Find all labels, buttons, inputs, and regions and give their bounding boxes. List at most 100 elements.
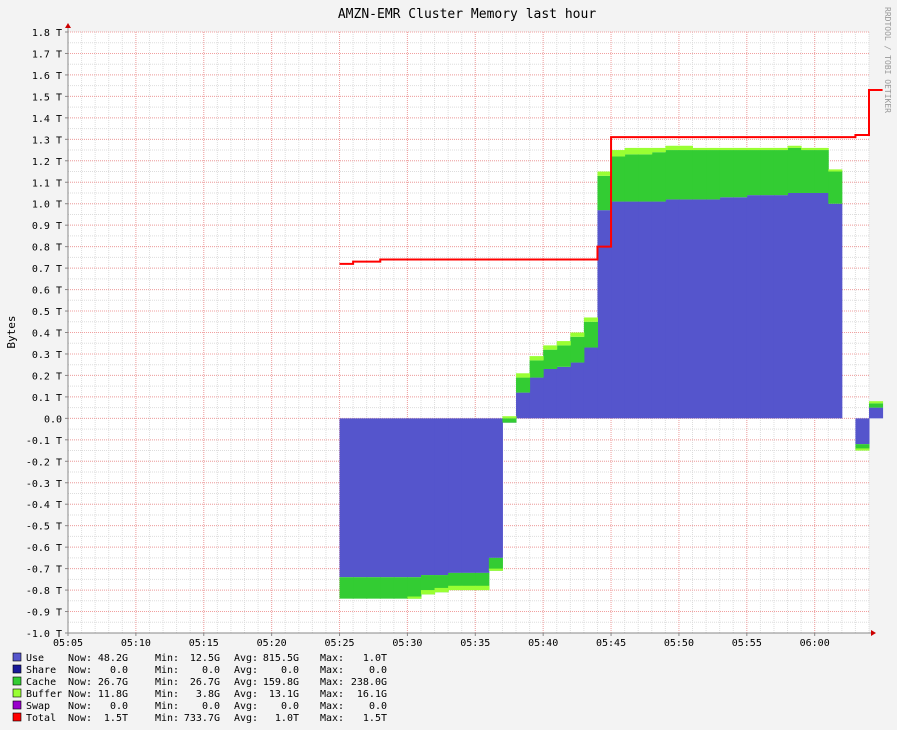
legend-now-label: Now:: [68, 665, 92, 676]
area-cache: [706, 150, 721, 200]
legend-min-value: 26.7G: [190, 677, 220, 688]
area-use: [733, 197, 748, 419]
area-cache: [814, 150, 829, 193]
x-tick-label: 05:50: [664, 638, 694, 649]
area-use: [760, 195, 775, 419]
y-tick-label: 0.6 T: [32, 286, 62, 297]
legend-now-value: 0.0: [110, 665, 128, 676]
x-tick-label: 05:40: [528, 638, 558, 649]
area-buffer: [434, 587, 449, 593]
x-tick-label: 05:55: [732, 638, 762, 649]
watermark: RRDTOOL / TOBI OETIKER: [883, 7, 892, 113]
legend-min-label: Min:: [155, 677, 179, 688]
area-cache: [556, 345, 571, 367]
legend-now-value: 26.7G: [98, 677, 128, 688]
area-use: [353, 418, 368, 578]
x-tick-label: 05:45: [596, 638, 626, 649]
area-buffer: [651, 147, 666, 153]
x-tick-label: 05:10: [121, 638, 151, 649]
area-cache: [611, 156, 626, 202]
area-use: [434, 418, 449, 576]
series-areas: [339, 145, 884, 599]
legend-avg-label: Avg:: [234, 713, 258, 724]
area-cache: [678, 150, 694, 200]
area-cache: [407, 577, 422, 599]
area-cache: [516, 377, 531, 393]
area-use: [461, 418, 476, 573]
legend-min-label: Min:: [155, 713, 179, 724]
x-tick-label: 05:35: [460, 638, 490, 649]
legend-now-label: Now:: [68, 701, 92, 712]
legend-min-value: 12.5G: [190, 653, 220, 664]
y-tick-label: 0.4 T: [32, 329, 62, 340]
area-use: [339, 418, 354, 578]
area-cache: [353, 577, 368, 599]
area-buffer: [760, 147, 775, 151]
y-axis-arrow: [65, 23, 71, 28]
area-cache: [869, 403, 884, 408]
area-use: [678, 199, 694, 419]
area-use: [828, 203, 843, 419]
legend-avg-value: 1.0T: [275, 713, 299, 724]
legend-name: Buffer: [26, 689, 62, 700]
area-use: [556, 366, 571, 419]
legend-name: Total: [26, 713, 56, 724]
legend-max-label: Max:: [320, 701, 344, 712]
area-buffer: [706, 147, 721, 151]
area-use: [516, 392, 531, 419]
area-cache: [543, 349, 558, 369]
area-use: [488, 418, 503, 558]
y-tick-label: 0.0: [44, 414, 62, 425]
legend-min-label: Min:: [155, 665, 179, 676]
area-buffer: [733, 147, 748, 151]
area-use: [787, 192, 802, 419]
area-buffer: [420, 590, 436, 595]
area-buffer: [869, 401, 884, 404]
y-tick-label: 1.3 T: [32, 135, 62, 146]
legend-swatch-cache: [12, 676, 22, 686]
area-buffer: [801, 147, 816, 151]
legend-min-value: 0.0: [202, 665, 220, 676]
area-cache: [787, 147, 802, 193]
y-tick-label: 0.1 T: [32, 393, 62, 404]
area-buffer: [502, 416, 517, 419]
area-use: [583, 347, 598, 419]
area-use: [624, 201, 639, 419]
area-cache: [583, 321, 598, 348]
area-use: [543, 368, 558, 419]
line-total: [339, 88, 883, 265]
legend-now-label: Now:: [68, 677, 92, 688]
area-use: [692, 199, 707, 419]
legend-avg-label: Avg:: [234, 701, 258, 712]
legend-swatch-use: [12, 652, 22, 662]
area-cache: [665, 150, 680, 200]
area-use: [651, 201, 666, 419]
legend-name: Swap: [26, 701, 50, 712]
x-tick-labels: 05:05 05:10 05:15 05:20 05:25 05:30 05:35 05:40…: [53, 638, 830, 649]
area-buffer: [461, 585, 476, 591]
legend-avg-value: 159.8G: [263, 677, 299, 688]
area-use: [407, 418, 422, 578]
legend-min-value: 733.7G: [184, 713, 220, 724]
y-tick-label: 0.3 T: [32, 350, 62, 361]
area-use: [420, 418, 436, 576]
area-buffer: [624, 147, 639, 155]
legend-swatch-total: [12, 712, 22, 722]
area-use: [366, 418, 381, 578]
y-tick-label: -0.9 T: [26, 608, 62, 619]
legend-max-label: Max:: [320, 689, 344, 700]
area-buffer: [570, 332, 585, 337]
area-cache: [638, 154, 653, 202]
chart-title: AMZN-EMR Cluster Memory last hour: [338, 7, 596, 22]
legend-name: Share: [26, 665, 56, 676]
y-tick-label: 1.7 T: [32, 49, 62, 60]
area-use: [393, 418, 408, 578]
legend-avg-label: Avg:: [234, 665, 258, 676]
legend-max-value: 0.0: [369, 701, 387, 712]
area-use: [597, 210, 612, 419]
legend-max-label: Max:: [320, 665, 344, 676]
legend-name: Cache: [26, 677, 56, 688]
legend-now-value: 48.2G: [98, 653, 128, 664]
y-tick-labels: 1.8 T 1.7 T 1.6 T 1.5 T 1.4 T 1.3 T 1.2 T 1.1 T…: [26, 28, 62, 640]
